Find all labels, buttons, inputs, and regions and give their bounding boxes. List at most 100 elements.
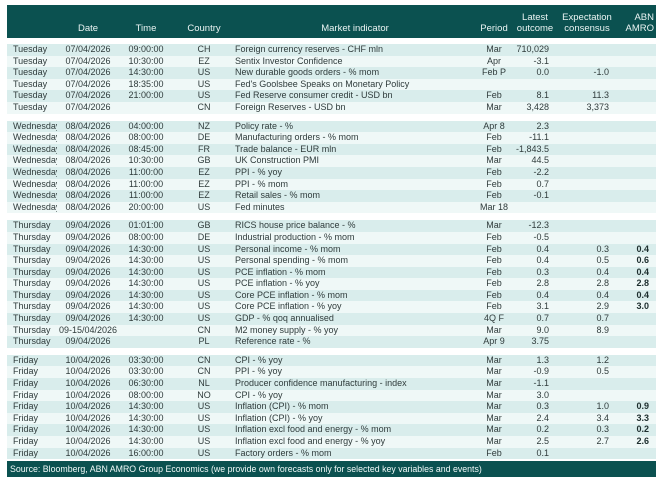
cell-day: Thursday	[13, 278, 51, 289]
cell-abn-amro: 2.6	[636, 436, 649, 446]
cell-indicator: Inflation excl food and energy - % yoy	[235, 436, 386, 446]
cell-latest: -3.1	[533, 55, 549, 66]
cell-date: 10/04/2026	[65, 447, 111, 458]
cell-country: EZ	[198, 55, 210, 66]
cell-date: 08/04/2026	[65, 143, 111, 154]
column-header-latest-outcome: Latest outcome	[516, 12, 554, 34]
cell-indicator: PCE inflation - % mom	[235, 266, 326, 277]
cell-date: 10/04/2026	[65, 401, 111, 412]
cell-country: US	[197, 266, 211, 277]
cell-country: US	[197, 301, 211, 312]
cell-day: Thursday	[13, 243, 51, 254]
cell-day: Tuesday	[13, 44, 48, 54]
cell-country: US	[197, 436, 211, 446]
cell-period: Mar	[486, 424, 502, 435]
cell-period: Mar	[486, 436, 502, 446]
table-row: Friday 10/04/2026 14:30:00 US Inflation excl…	[7, 436, 656, 448]
cell-day: Wednesday	[13, 120, 57, 131]
day-group-tuesday: Tuesday 07/04/2026 09:00:00 CH Foreign curre…	[7, 44, 656, 114]
cell-time: 14:30:00	[128, 401, 164, 412]
cell-latest: -11.1	[529, 132, 549, 143]
cell-latest: 1.3	[536, 354, 549, 365]
cell-indicator: PPI - % yoy	[235, 366, 283, 377]
cell-country: US	[197, 255, 211, 266]
cell-period: Mar	[486, 101, 502, 112]
table-row: Friday 10/04/2026 03:30:00 CN PPI - % yoy Mar…	[7, 366, 656, 379]
cell-time: 14:30:00	[128, 436, 164, 446]
cell-indicator: Core PCE inflation - % mom	[235, 289, 348, 300]
table-row: Friday 10/04/2026 14:30:00 US Inflation (CPI…	[7, 412, 656, 425]
cell-time: 14:30:00	[128, 278, 164, 289]
cell-consensus: 0.4	[596, 289, 609, 300]
cell-day: Tuesday	[13, 67, 48, 78]
cell-period: Feb	[486, 132, 502, 143]
cell-indicator: Inflation excl food and energy - % mom	[235, 424, 392, 435]
cell-latest: 3,428	[526, 101, 549, 112]
cell-day: Thursday	[13, 266, 51, 277]
cell-time: 14:30:00	[128, 67, 164, 78]
cell-time: 08:00:00	[128, 389, 164, 400]
column-header-period: Period	[480, 22, 508, 34]
cell-indicator: Manufacturing orders - % mom	[235, 132, 359, 143]
cell-date: 10/04/2026	[65, 354, 111, 365]
cell-day: Friday	[13, 401, 39, 412]
cell-country: DE	[197, 132, 211, 143]
cell-period: Feb	[486, 190, 502, 201]
cell-abn-amro: 0.4	[636, 243, 649, 254]
cell-time: 14:30:00	[128, 313, 164, 324]
cell-day: Friday	[13, 436, 39, 446]
cell-country: US	[197, 67, 211, 78]
cell-date: 09/04/2026	[65, 313, 111, 324]
cell-country: FR	[198, 143, 210, 154]
table-row: Wednesday 08/04/2026 04:00:00 NZ Policy rate…	[7, 120, 656, 133]
cell-indicator: PCE inflation - % yoy	[235, 278, 320, 289]
table-row: Thursday 09/04/2026 08:00:00 DE Industrial p…	[7, 231, 656, 244]
cell-abn-amro: 3.0	[636, 301, 649, 312]
cell-time: 14:30:00	[128, 424, 164, 435]
cell-time: 08:00:00	[128, 231, 164, 242]
cell-indicator: Personal income - % mom	[235, 243, 341, 254]
cell-latest: -0.1	[533, 190, 549, 201]
cell-date: 08/04/2026	[65, 178, 111, 189]
cell-latest: 8.1	[536, 90, 549, 101]
cell-time: 08:45:00	[128, 143, 164, 154]
cell-date: 07/04/2026	[65, 67, 111, 78]
cell-day: Wednesday	[13, 166, 57, 177]
cell-consensus: 0.7	[596, 313, 609, 324]
cell-indicator: Personal spending - % mom	[235, 255, 349, 266]
table-row: Thursday 09/04/2026 14:30:00 US Core PCE inf…	[7, 301, 656, 314]
table-header-row: Date Time Country Market indicator Perio…	[7, 5, 656, 38]
cell-date: 09/04/2026	[65, 255, 111, 266]
table-row: Wednesday 08/04/2026 11:00:00 EZ PPI - % mom…	[7, 178, 656, 191]
cell-period: Feb	[486, 447, 502, 458]
cell-time: 03:30:00	[128, 354, 164, 365]
cell-period: Feb	[486, 266, 502, 277]
cell-time: 14:30:00	[128, 289, 164, 300]
cell-period: Mar	[486, 155, 502, 166]
cell-latest: 0.4	[536, 255, 549, 266]
cell-date: 10/04/2026	[65, 412, 111, 423]
cell-consensus: 11.3	[592, 90, 609, 101]
cell-latest: 710,029	[516, 44, 549, 54]
cell-day: Tuesday	[13, 101, 48, 112]
cell-latest: 0.0	[536, 67, 549, 78]
cell-latest: 0.4	[536, 289, 549, 300]
cell-indicator: Policy rate - %	[235, 120, 294, 131]
cell-indicator: M2 money supply - % yoy	[235, 324, 339, 335]
cell-period: Feb	[486, 255, 502, 266]
cell-latest: 9.0	[536, 324, 549, 335]
cell-period: Feb	[486, 90, 502, 101]
cell-period: Feb	[486, 231, 502, 242]
cell-day: Thursday	[13, 231, 51, 242]
cell-indicator: Inflation (CPI) - % yoy	[235, 412, 323, 423]
cell-country: US	[197, 243, 211, 254]
cell-date: 09/04/2026	[65, 231, 111, 242]
table-row: Wednesday 08/04/2026 08:45:00 FR Trade balan…	[7, 143, 656, 156]
source-note: Source: Bloomberg, ABN AMRO Group Econom…	[7, 461, 656, 477]
cell-country: CH	[197, 44, 211, 54]
table-row: Tuesday 07/04/2026 09:00:00 CH Foreign curre…	[7, 44, 656, 56]
cell-day: Thursday	[13, 220, 51, 231]
table-row: Thursday 09-15/04/2026 CN M2 money supply -…	[7, 324, 656, 337]
cell-consensus: 3.4	[596, 412, 609, 423]
cell-time: 14:30:00	[128, 301, 164, 312]
